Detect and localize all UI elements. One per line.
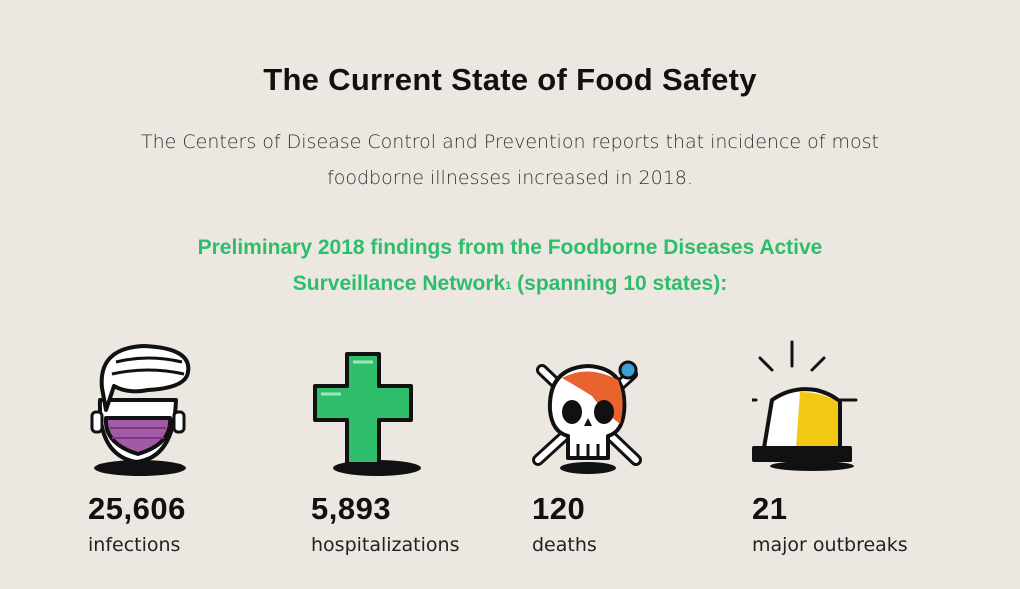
stat-label: major outbreaks <box>752 534 908 556</box>
stat-label: hospitalizations <box>311 534 460 556</box>
intro-line-2: foodborne illnesses increased in 2018. <box>327 167 693 189</box>
findings-line-2b: (spanning 10 states): <box>511 272 728 295</box>
alert-siren-icon <box>752 340 858 471</box>
masked-face-icon <box>90 344 191 476</box>
page-title: The Current State of Food Safety <box>263 62 757 97</box>
stat-value: 25,606 <box>88 491 186 526</box>
green-cross-icon <box>313 352 421 476</box>
intro-text: The Centers of Disease Control and Preve… <box>110 124 910 196</box>
footnote-marker: 1 <box>505 280 512 292</box>
findings-heading: Preliminary 2018 findings from the Foodb… <box>110 230 910 302</box>
stat-value: 120 <box>532 491 586 526</box>
skull-crossbones-icon <box>532 360 642 474</box>
findings-line-1: Preliminary 2018 findings from the Foodb… <box>197 236 823 259</box>
stat-label: deaths <box>532 534 597 556</box>
stat-label: infections <box>88 534 181 556</box>
intro-line-1: The Centers of Disease Control and Preve… <box>141 131 879 153</box>
findings-line-2: Surveillance Network1 (spanning 10 state… <box>110 266 910 302</box>
stat-value: 5,893 <box>311 491 392 526</box>
stat-value: 21 <box>752 491 788 526</box>
findings-line-2a: Surveillance Network <box>292 272 506 295</box>
